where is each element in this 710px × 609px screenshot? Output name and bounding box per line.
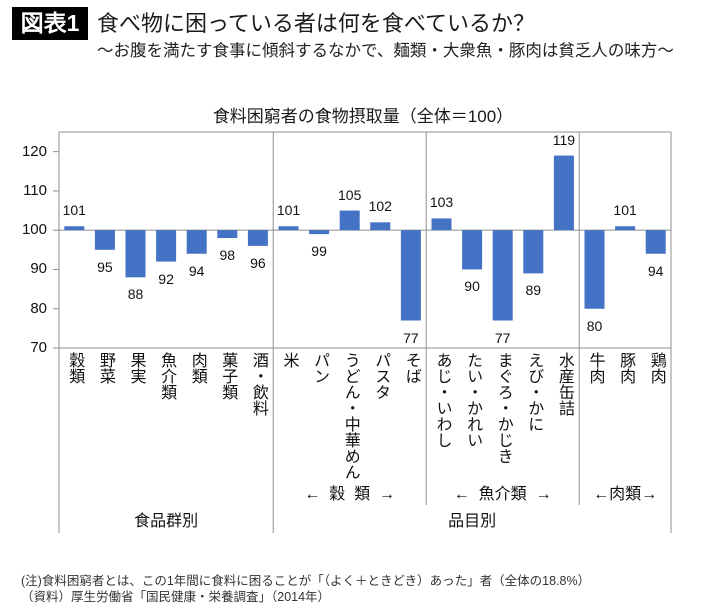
category-label: 魚介類	[158, 352, 176, 400]
bar	[125, 230, 146, 278]
value-label: 102	[368, 198, 392, 215]
bar	[186, 230, 207, 254]
category-label: パン	[311, 352, 329, 384]
bar	[64, 226, 85, 231]
category-label: うどん・中華めん	[341, 352, 359, 480]
category-label: 野菜	[96, 352, 114, 384]
figure-badge: 図表1	[12, 7, 88, 40]
value-label: 92	[158, 270, 174, 287]
category-label: まぐろ・かじき	[494, 352, 512, 464]
section-label: 食品群別	[134, 513, 199, 530]
value-label: 88	[127, 286, 144, 303]
bar	[431, 218, 452, 231]
category-label: 菓子類	[219, 352, 237, 400]
page-title: 食べ物に困っている者は何を食べているか？	[97, 11, 536, 36]
category-label: たい・かれい	[464, 352, 482, 448]
value-label: 101	[276, 202, 301, 219]
category-label: えび・かに	[525, 352, 543, 432]
y-tick-label: 90	[30, 260, 47, 278]
value-label: 101	[62, 202, 86, 219]
footnote-source: （資料）厚生労働省「国民健康・栄養調査」（2014年）	[21, 590, 331, 604]
bar	[309, 230, 330, 235]
bar	[247, 230, 268, 246]
bar	[615, 226, 636, 231]
bar	[645, 230, 666, 254]
bar	[370, 222, 391, 231]
bar	[400, 230, 421, 321]
value-label: 80	[586, 317, 603, 334]
bar	[94, 230, 115, 250]
y-tick-label: 80	[30, 299, 47, 317]
value-label: 89	[525, 282, 542, 299]
y-tick-label: 70	[30, 339, 47, 356]
category-label: あじ・いわし	[433, 352, 451, 448]
section-label: 品目別	[448, 513, 497, 530]
category-label: 肉類	[188, 352, 206, 384]
value-label: 119	[552, 131, 576, 148]
y-tick-label: 120	[21, 142, 47, 160]
bar	[156, 230, 177, 262]
category-label: パスタ	[372, 352, 390, 400]
bar	[339, 210, 360, 231]
value-label: 94	[188, 262, 205, 279]
bar	[462, 230, 483, 270]
bar	[217, 230, 238, 239]
bar	[584, 230, 605, 309]
y-tick-label: 110	[23, 181, 47, 199]
subgroup-label: ←肉類→	[593, 486, 658, 503]
subgroup-label: ← 穀 類 →	[304, 486, 396, 503]
value-label: 99	[311, 243, 327, 260]
subgroup-label: ← 魚介類 →	[453, 486, 552, 503]
value-label: 101	[613, 202, 637, 219]
category-label: 水産缶詰	[555, 352, 573, 416]
value-label: 94	[647, 262, 664, 279]
bar	[492, 230, 513, 321]
value-label: 103	[429, 194, 454, 211]
category-label: そば	[402, 352, 420, 384]
category-label: 牛肉	[586, 352, 604, 384]
bar	[278, 226, 299, 231]
value-label: 105	[338, 186, 362, 203]
category-label: 鶏肉	[647, 352, 665, 384]
value-label: 90	[464, 278, 480, 295]
bar	[553, 155, 574, 231]
category-label: 米	[280, 352, 298, 368]
category-label: 豚肉	[617, 352, 635, 384]
value-label: 96	[250, 254, 266, 271]
value-label: 77	[403, 329, 419, 346]
category-label: 果実	[127, 352, 145, 384]
bar	[523, 230, 544, 274]
value-label: 95	[97, 258, 113, 275]
page-subtitle: 〜お腹を満たす食事に傾斜するなかで、麺類・大衆魚・豚肉は貧乏人の味方〜	[97, 42, 674, 60]
value-label: 98	[219, 247, 236, 264]
value-label: 77	[494, 329, 511, 346]
chart-title: 食料困窮者の食物摂取量（全体＝100）	[212, 107, 514, 126]
y-tick-label: 100	[21, 221, 47, 239]
category-label: 酒・飲料	[249, 352, 267, 416]
footnote-note: (注)食料困窮者とは、この1年間に食料に困ることが「（よく＋ときどき）あった」者…	[21, 574, 591, 588]
category-label: 穀類	[66, 352, 84, 384]
